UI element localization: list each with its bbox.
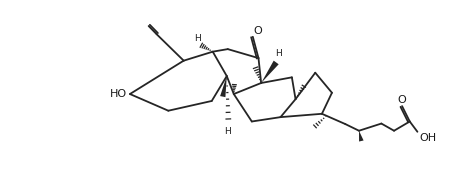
Text: O: O	[396, 95, 405, 105]
Text: O: O	[253, 26, 262, 36]
Polygon shape	[358, 131, 363, 141]
Text: H: H	[275, 49, 281, 58]
Text: HO: HO	[109, 89, 127, 99]
Polygon shape	[219, 76, 226, 97]
Text: H: H	[223, 127, 230, 136]
Text: OH: OH	[418, 133, 435, 143]
Polygon shape	[261, 61, 278, 83]
Text: H: H	[193, 34, 200, 43]
